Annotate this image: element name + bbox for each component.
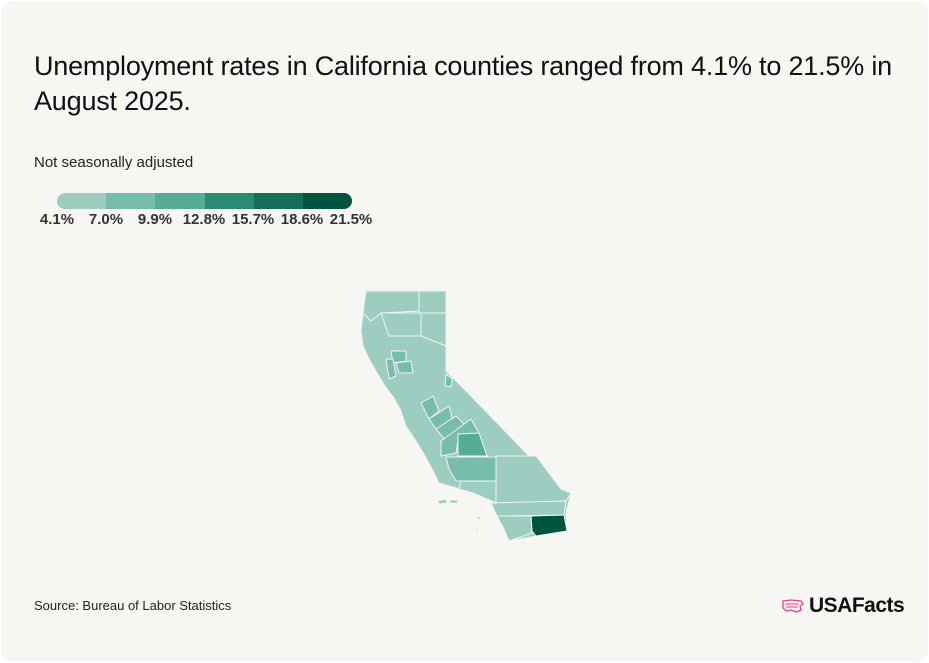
island-1 (437, 498, 448, 505)
legend-label: 4.1% (39, 211, 75, 228)
legend-bin-5 (253, 193, 303, 209)
county-north-2 (418, 290, 447, 314)
county-los-angeles (458, 480, 497, 504)
legend-label: 12.8% (182, 211, 226, 228)
legend-labels: 4.1% 7.0% 9.9% 12.8% 15.7% 18.6% 21.5% (38, 211, 378, 231)
logo-text: USAFacts (809, 594, 905, 617)
legend-label: 7.0% (88, 211, 124, 228)
source-note: Source: Bureau of Labor Statistics (34, 598, 232, 613)
legend-bin-1 (57, 193, 107, 209)
island-2 (448, 499, 459, 504)
county-san-bernardino (495, 455, 572, 504)
color-legend (57, 193, 352, 209)
island-3 (475, 515, 482, 521)
chart-title: Unemployment rates in California countie… (34, 51, 892, 116)
us-map-flag-icon (782, 599, 804, 613)
legend-bin-4 (204, 193, 254, 209)
county-lake (385, 358, 397, 380)
island-4 (474, 527, 480, 533)
legend-bin-6 (302, 193, 352, 209)
legend-bin-2 (106, 193, 156, 209)
county-kern (445, 456, 497, 482)
usafacts-logo: USAFacts (781, 594, 905, 618)
legend-label: 21.5% (329, 211, 373, 228)
county-riverside (490, 500, 567, 517)
county-sacramento-valley-2 (395, 360, 414, 374)
legend-label: 9.9% (137, 211, 173, 228)
legend-label: 15.7% (231, 211, 275, 228)
legend-label: 18.6% (280, 211, 324, 228)
chart-subtitle: Not seasonally adjusted (34, 154, 194, 171)
county-north-4 (420, 312, 447, 347)
county-imperial (530, 514, 568, 537)
legend-bin-3 (155, 193, 205, 209)
county-alpine (444, 373, 453, 388)
county-tulare (457, 432, 489, 457)
county-valley-a (420, 395, 440, 420)
